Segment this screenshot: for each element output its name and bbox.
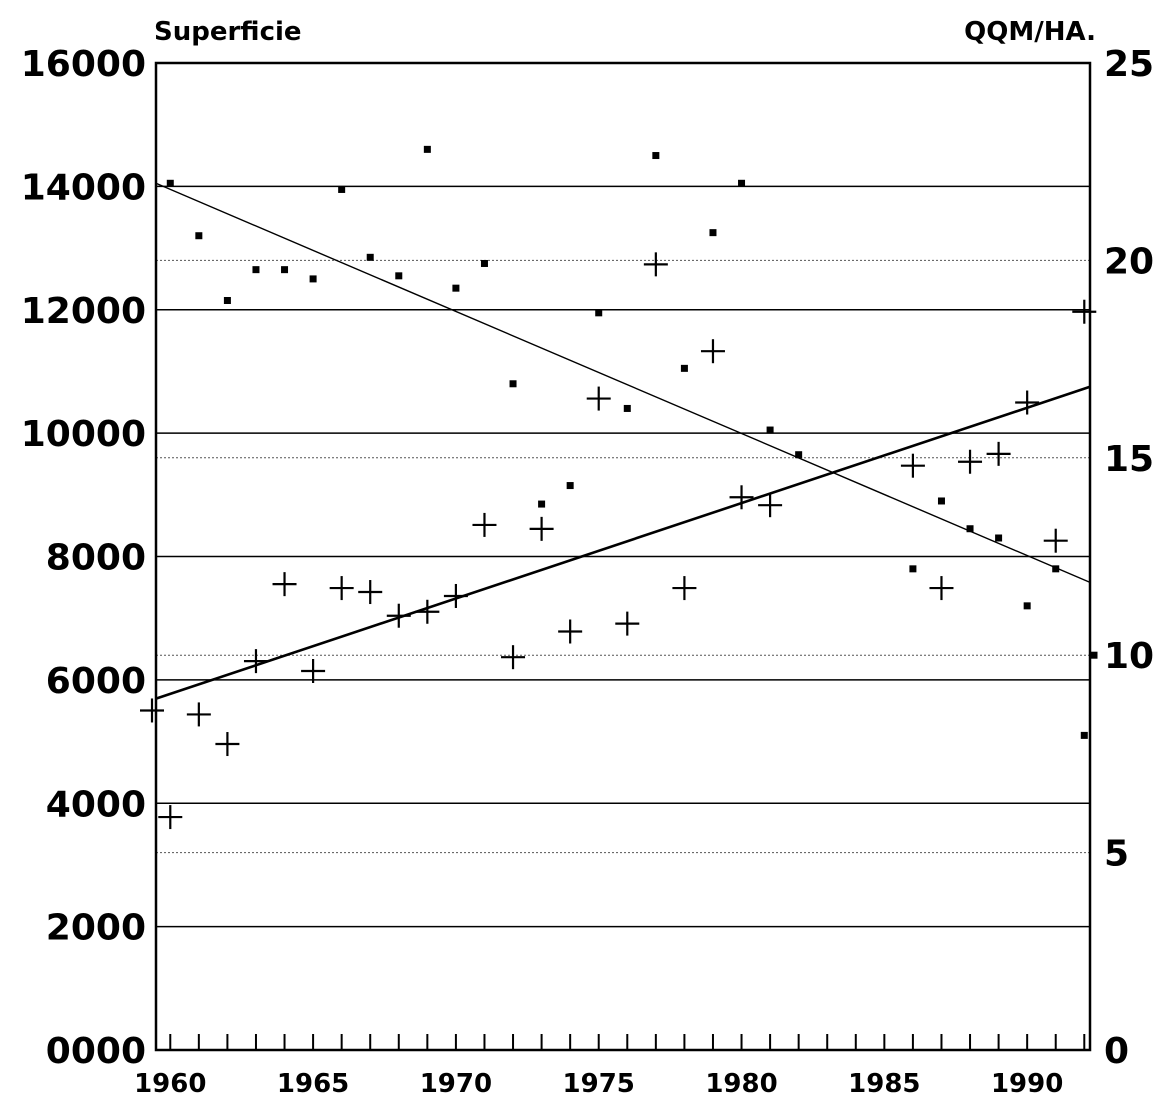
- x-tick-label: 1980: [705, 1069, 777, 1099]
- dot-point: [338, 185, 346, 193]
- cross-point: [615, 611, 640, 636]
- dot-point: [909, 565, 917, 573]
- right-tick-label: 15: [1104, 439, 1154, 480]
- right-axis-ticks: 0 5 10 15 20 25: [1104, 44, 1154, 1072]
- cross-point: [472, 512, 497, 537]
- dot-point: [366, 253, 374, 261]
- cross-point: [986, 441, 1011, 466]
- cross-point: [301, 658, 326, 683]
- cross-point: [1043, 528, 1068, 553]
- left-tick-label: 4000: [46, 784, 146, 825]
- left-tick-label: 6000: [46, 661, 146, 702]
- dot-point: [252, 266, 260, 274]
- right-tick-label: 10: [1104, 636, 1154, 677]
- x-tick-label: 1960: [134, 1069, 206, 1099]
- dot-point: [966, 525, 974, 533]
- right-tick-label: 20: [1104, 241, 1154, 282]
- dot-point: [709, 229, 717, 237]
- cross-point: [329, 576, 354, 601]
- dot-point: [1080, 731, 1088, 739]
- cross-point: [358, 580, 383, 605]
- dot-point: [195, 232, 203, 240]
- cross-point: [672, 576, 697, 601]
- cross-point: [643, 252, 668, 277]
- dot-point: [281, 266, 289, 274]
- trend-line-cross-series: [155, 385, 1091, 700]
- dot-point: [480, 259, 488, 267]
- dot-point: [309, 275, 317, 283]
- dot-point: [509, 380, 517, 388]
- dot-point: [223, 296, 231, 304]
- left-tick-label: 12000: [21, 291, 146, 332]
- right-tick-label: 0: [1104, 1031, 1129, 1072]
- left-tick-label: 16000: [21, 44, 146, 85]
- cross-point: [272, 572, 297, 597]
- dot-point: [166, 179, 174, 187]
- dot-point: [766, 426, 774, 434]
- cross-point: [929, 576, 954, 601]
- dot-point: [652, 152, 660, 160]
- left-axis-ticks: 0000 2000 4000 6000 8000 10000 12000 14000 16000: [21, 44, 146, 1072]
- dot-point: [538, 500, 546, 508]
- cross-point: [586, 386, 611, 411]
- dot-point: [395, 272, 403, 280]
- cross-point: [186, 702, 211, 727]
- right-axis-title: QQM/HA.: [964, 17, 1096, 47]
- dot-point: [423, 145, 431, 153]
- cross-point: [158, 805, 183, 830]
- cross-point: [140, 698, 164, 723]
- x-tick-label: 1970: [420, 1069, 492, 1099]
- cross-point: [900, 453, 925, 478]
- cross-point: [386, 603, 411, 628]
- dot-point: [937, 497, 945, 505]
- x-tick-label: 1965: [277, 1069, 349, 1099]
- cross-point: [729, 485, 754, 510]
- dot-point: [995, 534, 1003, 542]
- plot-frame: [154, 61, 1092, 1052]
- dot-point: [680, 364, 688, 372]
- cross-point: [415, 599, 440, 624]
- cross-point: [558, 619, 583, 644]
- cross-point: [443, 583, 468, 608]
- cross-point: [700, 339, 725, 364]
- dot-point: [1090, 651, 1098, 659]
- dot-point: [623, 404, 631, 412]
- dot-point: [595, 309, 603, 317]
- right-tick-label: 25: [1104, 44, 1154, 85]
- left-tick-label: 2000: [46, 908, 146, 949]
- x-axis-ticks: 1960 1965 1970 1975 1980 1985 1990: [134, 1034, 1086, 1099]
- cross-point: [529, 516, 554, 541]
- x-tick-label: 1985: [848, 1069, 920, 1099]
- cross-point: [758, 493, 783, 518]
- dot-point: [795, 451, 803, 459]
- cross-point: [958, 449, 983, 474]
- dot-point: [1052, 565, 1060, 573]
- x-tick-label: 1975: [563, 1069, 635, 1099]
- trend-line-dot-series: [155, 182, 1091, 584]
- cross-point: [1072, 299, 1097, 324]
- dot-point: [566, 482, 574, 490]
- left-tick-label: 14000: [21, 167, 146, 208]
- right-tick-label: 5: [1104, 834, 1129, 875]
- cross-point: [501, 645, 526, 670]
- dot-point: [1023, 602, 1031, 610]
- cross-point: [243, 649, 268, 674]
- grid-lines: [156, 185, 1090, 928]
- left-tick-label: 0000: [46, 1031, 146, 1072]
- dot-point: [452, 284, 460, 292]
- cross-point: [1015, 390, 1040, 415]
- dot-point: [738, 179, 746, 187]
- left-tick-label: 8000: [46, 538, 146, 579]
- left-axis-title: Superficie: [154, 17, 302, 47]
- data-points: [140, 145, 1098, 830]
- trend-lines: [155, 182, 1091, 700]
- cross-point: [215, 732, 240, 757]
- left-tick-label: 10000: [21, 414, 146, 455]
- x-tick-label: 1990: [991, 1069, 1063, 1099]
- axes: [154, 61, 1092, 1052]
